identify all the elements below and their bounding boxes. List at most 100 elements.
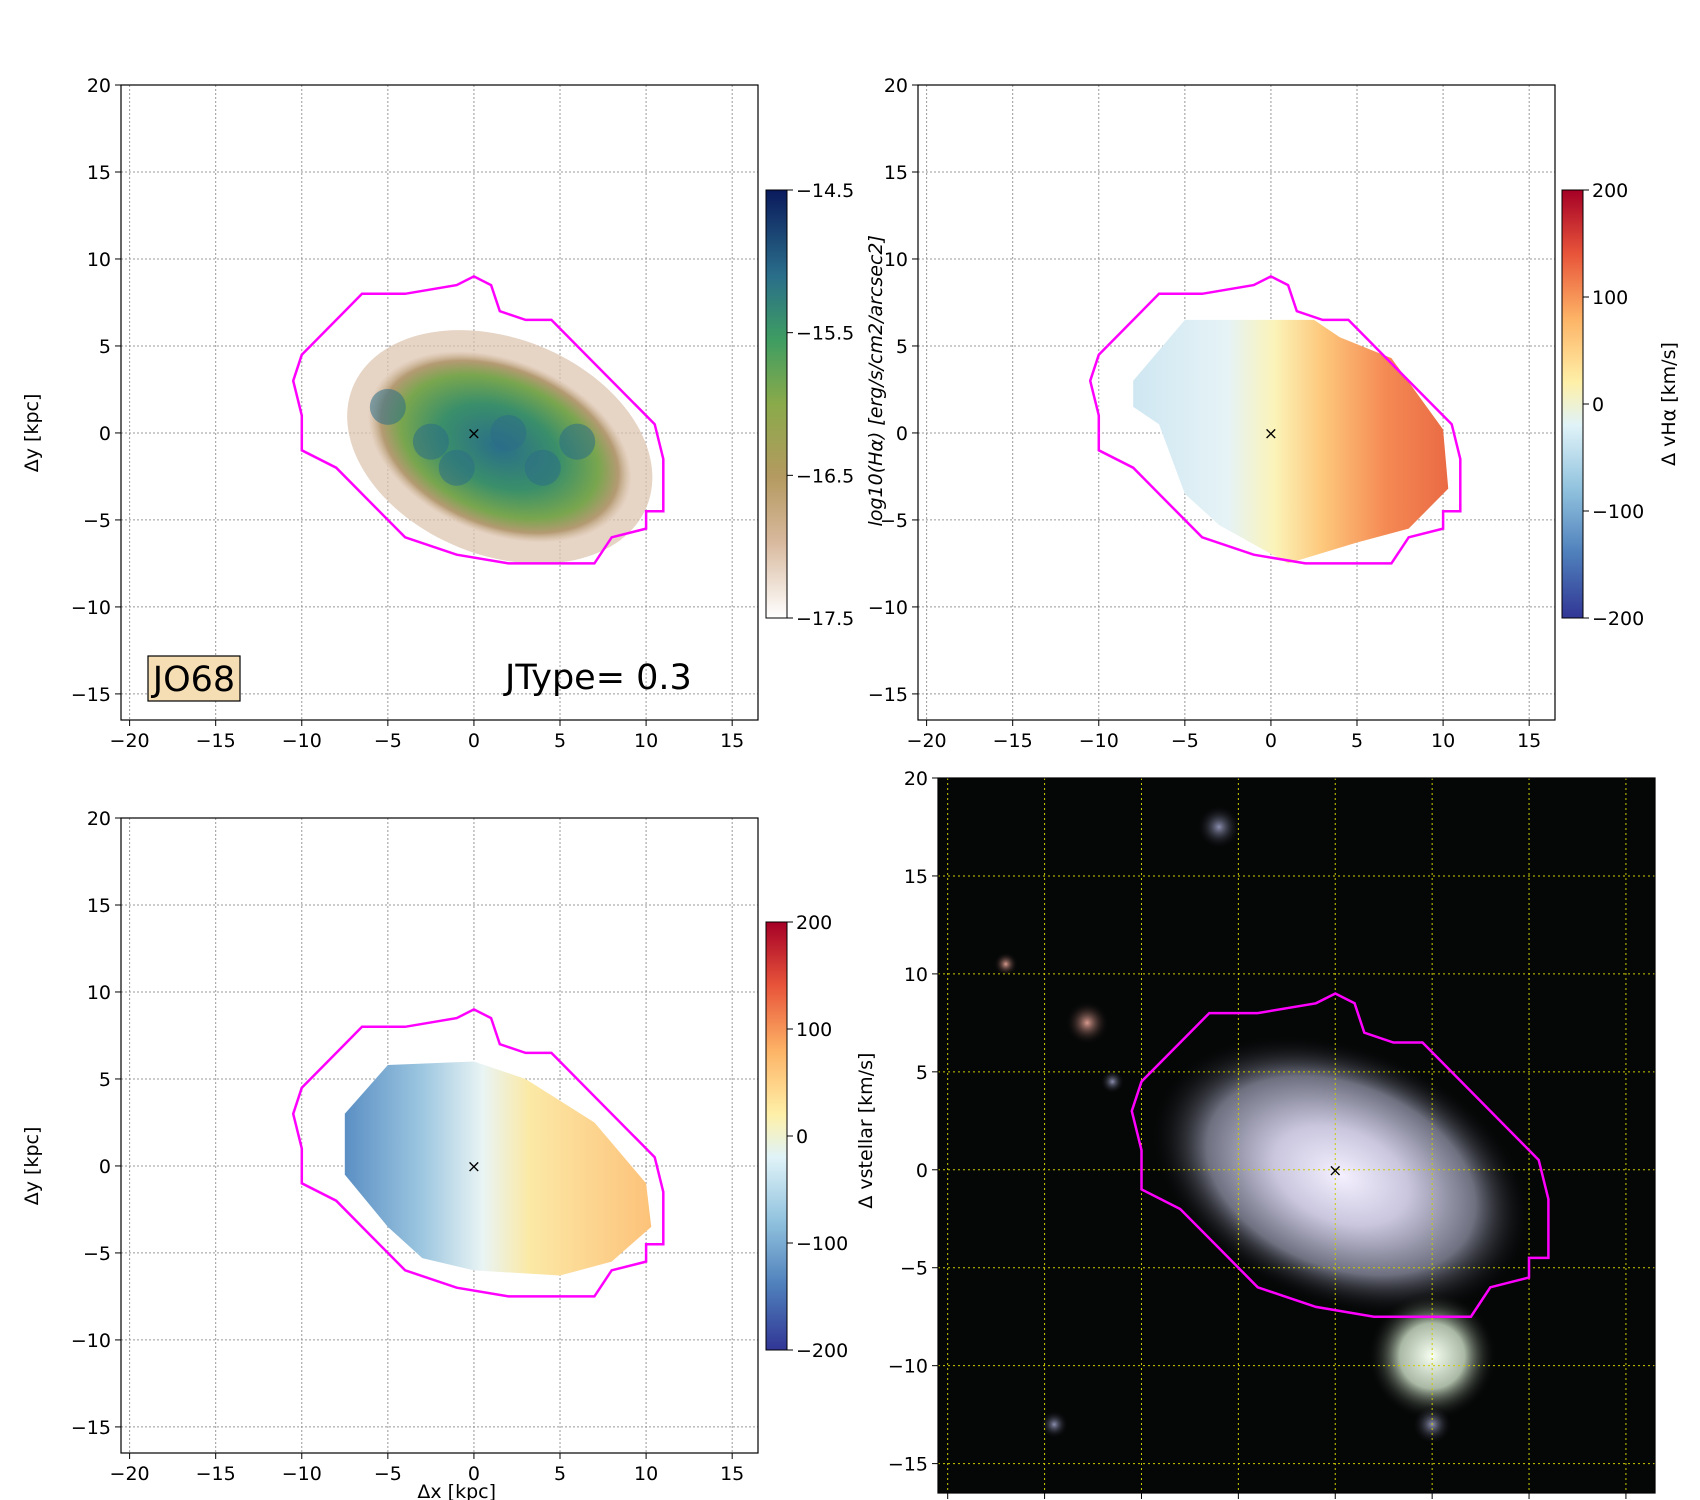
colorbar-tick-label: 200 [1592,180,1628,202]
flux-knot [524,449,561,486]
background-source [1040,1410,1069,1439]
halpha-flux-map [347,330,653,564]
colorbar-tick-label: 100 [1592,287,1628,309]
y-tick-label: 15 [87,895,111,917]
x-tick-label: 10 [1431,730,1455,752]
galaxy-contour [1130,992,1550,1318]
x-axis-label: Δx [kpc] [417,1481,496,1500]
x-tick-label: −5 [374,1463,402,1485]
center-marker: × [1264,424,1278,444]
y-tick-label: 10 [87,249,111,271]
stellar-velocity-map [344,1061,652,1276]
jtype-label: JType= 0.3 [503,658,692,698]
x-tick-label: 5 [1351,730,1363,752]
colorbar-tick-label: −100 [796,1233,848,1255]
y-tick-label: 0 [916,1160,928,1182]
y-tick-label: −15 [888,1454,928,1476]
background-source [1196,804,1241,849]
y-tick-label: 5 [99,1069,111,1091]
center-marker: × [1328,1161,1342,1181]
y-axis-label: Δ vstellar [km/s] [855,1053,877,1209]
colorbar-tick-label: 100 [796,1019,832,1041]
plot-frame [917,84,1556,721]
colorbar-tick-label: −16.5 [796,465,854,487]
x-tick-label: 0 [468,1463,480,1485]
plot-frame [120,817,759,1454]
background-source [1065,1000,1110,1045]
y-tick-label: −10 [71,1330,111,1352]
x-tick-label: 15 [720,730,744,752]
y-tick-label: 20 [904,768,928,790]
y-tick-label: 0 [896,423,908,445]
background-source [1100,1069,1125,1094]
x-tick-label: 10 [634,730,658,752]
y-tick-label: 15 [87,162,111,184]
colorbar-tick-label: −200 [796,1340,848,1362]
y-tick-label: 10 [884,249,908,271]
x-tick-label: −10 [1079,730,1119,752]
colorbar-tick-label: 0 [796,1126,808,1148]
x-tick-label: 0 [1265,730,1277,752]
y-tick-label: 10 [87,982,111,1004]
galaxy-contour [1088,274,1462,565]
center-marker: × [467,424,481,444]
colorbar-tick-label: 200 [796,912,832,934]
x-tick-label: 0 [468,730,480,752]
colorbar-tick-label: −14.5 [796,180,854,202]
y-axis-label: Δy [kpc] [21,1127,43,1206]
colorbar-ticks: 200 100 0 −100 −200 [787,912,848,1362]
x-tick-label: −15 [993,730,1033,752]
colorbar [765,921,788,1351]
y-tick-label: 20 [87,808,111,830]
x-tick-label: 15 [720,1463,744,1485]
y-axis-label: log10(Hα) [erg/s/cm2/arcsec2] [865,235,887,526]
center-marker: × [467,1157,481,1177]
y-tick-label: 0 [99,1156,111,1178]
x-tick-label: −20 [907,730,947,752]
y-tick-label: −10 [888,1356,928,1378]
y-tick-label: 15 [884,162,908,184]
y-tick-label: −5 [83,1243,111,1265]
colorbar-label: Δ vHα [km/s] [1658,342,1680,466]
colorbar-tick-label: −100 [1592,501,1644,523]
y-tick-label: −10 [868,597,908,619]
y-tick-label: −15 [71,684,111,706]
flux-knot [490,414,527,451]
plot-frame [937,777,1656,1494]
x-tick-label: −10 [282,730,322,752]
galaxy-label-box [147,655,241,702]
colorbar [1561,189,1584,619]
x-tick-label: 10 [634,1463,658,1485]
x-tick-label: −15 [196,730,236,752]
x-tick-label: 5 [554,1463,566,1485]
y-tick-label: 5 [99,336,111,358]
galaxy-image [1149,1033,1533,1318]
x-tick-label: −15 [196,1463,236,1485]
x-tick-label: −10 [282,1463,322,1485]
colorbar-tick-label: 0 [1592,394,1604,416]
flux-knot [412,423,449,460]
y-tick-label: 20 [87,75,111,97]
y-tick-label: −5 [900,1258,928,1280]
colorbar-ticks: 200 100 0 −100 −200 [1583,180,1644,630]
x-tick-label: −20 [110,1463,150,1485]
galaxy-contour [291,274,665,565]
colorbar [765,189,788,619]
grid-panel-vst [121,817,758,1453]
flux-knot [438,449,475,486]
plot-frame [120,84,759,721]
colorbar-ticks: −14.5 −15.5 −16.5 −17.5 [787,180,854,630]
colorbar-tick-label: −17.5 [796,608,854,630]
y-tick-label: −10 [71,597,111,619]
x-tick-label: 5 [554,730,566,752]
flux-knot [369,388,406,425]
background-source [993,952,1018,977]
y-tick-label: −15 [868,684,908,706]
y-tick-label: 15 [904,866,928,888]
y-tick-label: 5 [916,1062,928,1084]
x-tick-label: −5 [1171,730,1199,752]
